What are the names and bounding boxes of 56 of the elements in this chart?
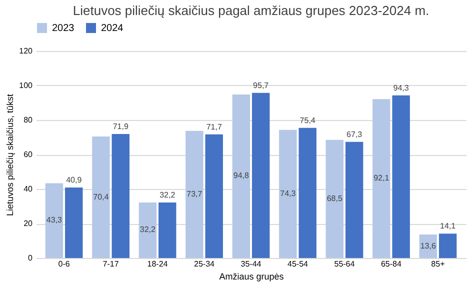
bar [232, 94, 250, 258]
bar [138, 202, 157, 258]
x-tick-label: 65-84 [380, 260, 402, 268]
x-tick-label: 25-34 [194, 260, 216, 268]
data-label: 43,3 [46, 216, 63, 225]
data-label: 32,2 [140, 225, 156, 234]
data-label: 40,9 [66, 175, 82, 184]
y-tick-label: 120 [19, 46, 34, 56]
bar [186, 130, 204, 258]
y-tick-label: 20 [24, 219, 34, 228]
data-label: 75,4 [300, 116, 316, 125]
data-label: 14,1 [440, 222, 456, 231]
x-tick-label: 45-54 [288, 260, 309, 268]
data-label: 94,3 [393, 83, 410, 92]
y-tick-label: 40 [24, 184, 34, 194]
y-axis-title: Lietuvos piliečių skaičius, tūkst [5, 93, 16, 216]
x-tick-label: 18-24 [147, 260, 168, 268]
x-tick-label: 35-44 [240, 260, 262, 268]
legend-label: 2024 [101, 23, 124, 34]
y-tick-label: 60 [24, 150, 34, 159]
data-label: 74,3 [280, 188, 296, 198]
data-label: 32,2 [160, 190, 176, 200]
bar [65, 187, 83, 258]
bar [298, 128, 316, 258]
y-tick-label: 0 [28, 254, 34, 262]
bar [158, 202, 176, 258]
x-tick-label: 0-6 [58, 260, 70, 268]
y-tick-label: 80 [24, 116, 34, 124]
x-tick-label: 7-17 [102, 260, 120, 268]
data-label: 92,1 [374, 174, 390, 183]
bar [438, 234, 457, 258]
data-label: 73,7 [186, 189, 203, 198]
bar [92, 136, 110, 258]
y-tick-label: 100 [19, 81, 34, 90]
data-label: 68,5 [326, 194, 343, 203]
legend-label: 2023 [52, 23, 75, 34]
bar [45, 183, 64, 258]
bar [392, 95, 410, 258]
data-label: 67,3 [346, 130, 363, 139]
data-label: 71,7 [206, 122, 222, 132]
data-label: 71,9 [112, 122, 129, 131]
data-label: 70,4 [93, 192, 110, 202]
bar [252, 92, 270, 258]
data-label: 95,7 [253, 80, 270, 90]
x-tick-label: 85+ [431, 260, 446, 268]
bar [345, 142, 364, 258]
bar [372, 99, 390, 258]
bar [112, 134, 130, 258]
bar [205, 134, 223, 258]
bar [279, 130, 297, 258]
chart-title: Lietuvos piliečių skaičius pagal amžiaus grupes 2023-2024 m. [72, 3, 430, 18]
data-label: 13,6 [420, 241, 436, 250]
data-label: 94,8 [233, 171, 250, 180]
bar [326, 140, 344, 258]
x-axis-title: Amžiaus grupės [219, 272, 284, 282]
x-tick-label: 55-64 [334, 260, 356, 268]
